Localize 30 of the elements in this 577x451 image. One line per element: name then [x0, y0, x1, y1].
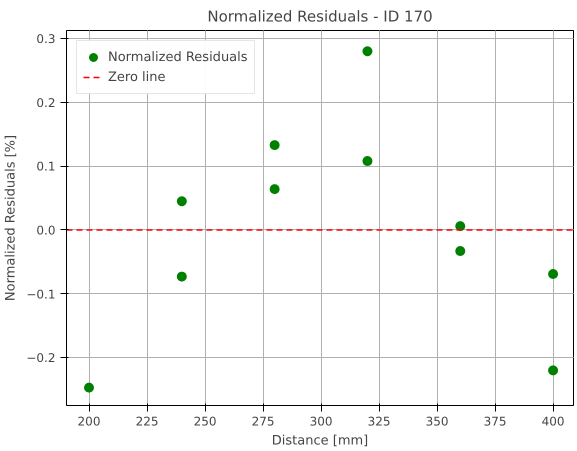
- point: [270, 184, 280, 194]
- point: [176, 272, 187, 282]
- x-tick-label: 325: [368, 414, 391, 428]
- point: [455, 246, 466, 256]
- point: [176, 196, 187, 206]
- point: [270, 140, 280, 150]
- x-tick-label: 300: [310, 414, 332, 428]
- y-tick-label: −0.1: [26, 287, 56, 302]
- x-tick-label: 225: [136, 414, 158, 428]
- legend-label: Normalized Residuals: [108, 50, 248, 64]
- x-tick-label: 250: [194, 414, 216, 428]
- point: [548, 269, 558, 279]
- x-axis-title: Distance [mm]: [272, 434, 368, 448]
- x-tick-label: 200: [78, 414, 100, 428]
- point: [548, 365, 558, 376]
- point: [362, 156, 372, 166]
- x-tick-label: 350: [426, 414, 449, 428]
- x-tick-label: 400: [542, 414, 565, 428]
- chart-title: Normalized Residuals - ID 170: [207, 8, 433, 26]
- x-tick-label: 375: [484, 414, 507, 428]
- y-tick-label: −0.2: [26, 351, 56, 366]
- x-tick-label: 275: [252, 414, 274, 428]
- y-tick-label: 0.1: [36, 160, 56, 174]
- y-tick-label: 0.0: [36, 223, 56, 238]
- y-axis-title: Normalized Residuals [%]: [3, 134, 18, 302]
- y-tick-label: 0.2: [36, 96, 56, 110]
- y-tick-label: 0.3: [36, 32, 56, 46]
- point: [362, 46, 372, 56]
- legend-label: Zero line: [108, 70, 166, 84]
- point: [84, 382, 94, 393]
